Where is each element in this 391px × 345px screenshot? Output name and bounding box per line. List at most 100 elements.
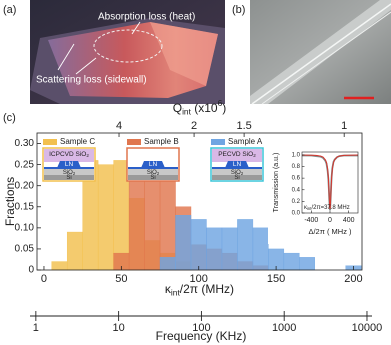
y-tick-label: 0.15 <box>15 201 35 212</box>
bar <box>128 172 145 271</box>
panel-label: (c) <box>3 112 16 124</box>
legend-swatch <box>211 139 225 145</box>
y-tick-label: 0.30 <box>15 138 35 149</box>
frequency-axis: 1 10 100 1000 10000 Frequency (KHz) <box>30 311 382 343</box>
inset-y-tick-label: 1.0 <box>292 152 301 158</box>
inset-background <box>268 140 361 244</box>
resonator-ring <box>93 29 163 63</box>
substrate-layer <box>128 175 178 180</box>
text-part: 2 <box>73 171 76 176</box>
waveguide-edge <box>251 3 391 105</box>
text-part: 2 <box>241 171 244 176</box>
text-part: SiO <box>147 170 157 176</box>
text-part: ) <box>222 101 226 115</box>
box-layer <box>44 169 94 175</box>
inset-x-tick-label: -400 <box>304 217 318 224</box>
cross-section-label: SiO2 <box>147 170 160 176</box>
inset-y-axis-title: Transmission (a.u.) <box>273 153 280 213</box>
x2-tick-label: 2 <box>191 120 197 132</box>
x2-tick-label: 4 <box>116 120 122 132</box>
bar <box>299 257 315 271</box>
x2-tick-label: 1.5 <box>236 120 251 132</box>
photo-panel: Absorption loss (heat) Scattering loss (… <box>30 0 225 104</box>
ln-core <box>57 161 81 168</box>
inset-annotation: κint/2π=37.8 MHz <box>304 205 350 211</box>
cross-section-label: Si <box>150 175 155 181</box>
text-part: 6 <box>218 98 223 108</box>
cross-section-label: LN <box>233 161 242 168</box>
bar <box>159 257 176 271</box>
x-tick-label: 1 <box>33 322 39 334</box>
inset-y-tick-label: 0.6 <box>292 176 301 182</box>
chip-highlight <box>150 22 218 86</box>
text-part: Δ/2π ( MHz ) <box>308 227 352 236</box>
cross-section-label: LN <box>149 161 158 168</box>
text-part: 2 <box>157 171 160 176</box>
text-part: SiO <box>231 170 241 176</box>
bar <box>237 219 254 271</box>
inset-y-tick-label: 0.2 <box>292 199 301 205</box>
box-layer <box>212 169 262 175</box>
text-part: Q <box>173 101 182 115</box>
plot-frame <box>36 132 363 271</box>
bar <box>66 231 83 271</box>
text-part: κ <box>304 205 308 211</box>
y-tick-label: 0.05 <box>15 244 35 255</box>
waveguide <box>250 0 391 104</box>
text-part: PECVD SiO <box>218 151 253 158</box>
bar <box>283 252 300 271</box>
bar <box>221 227 238 271</box>
inset-plot: 0.0 0.2 0.4 0.6 0.8 1.0 -400 0 400 Δ/2π ( MHz ) Tr… <box>268 140 361 244</box>
photo-annotation: Absorption loss (heat) <box>98 12 195 23</box>
panel-label: (a) <box>3 4 16 16</box>
bar <box>190 219 207 271</box>
cross-section-label: Si <box>66 175 71 181</box>
ln-core <box>141 161 165 168</box>
annotation-arrow <box>57 43 75 71</box>
bar <box>51 261 68 271</box>
ln-slab <box>44 167 94 169</box>
text-part: SiO <box>63 170 73 176</box>
cross-section-label: ICPCVD SiO2 <box>49 151 89 158</box>
text-part: 2 <box>86 153 89 158</box>
bar <box>175 214 192 271</box>
bar <box>97 164 114 271</box>
x2-tick-label: 1 <box>341 120 347 132</box>
legend-label: Sample A <box>228 137 263 146</box>
y-tick-label: 0.20 <box>15 180 35 191</box>
x-tick-label: 10 <box>113 322 125 334</box>
x2-axis-title: Qint (x106) <box>173 98 227 116</box>
photo-annotation: Scattering loss (sidewall) <box>36 75 147 86</box>
legend-label: Sample B <box>144 137 179 146</box>
y-axis-title: Fractions <box>3 177 17 226</box>
annotation-arrow <box>75 57 97 75</box>
text-part: κ <box>165 282 172 296</box>
cross-section-label: Si <box>234 175 239 181</box>
substrate-layer <box>44 175 94 180</box>
text-part: /2π (MHz) <box>180 282 234 296</box>
text-part: (x10 <box>191 101 218 115</box>
x-tick-label: 100 <box>192 322 210 334</box>
inset-y-tick-label: 0.0 <box>292 211 301 217</box>
ln-core <box>225 161 249 168</box>
x-tick-label: 100 <box>190 273 208 285</box>
text-part: int <box>182 107 192 117</box>
text-part: 2 <box>253 153 256 158</box>
inset-x-tick-label: 0 <box>328 217 332 224</box>
x-axis-title: Frequency (KHz) <box>156 329 247 343</box>
text-part: int <box>307 206 312 211</box>
cladding-layer <box>212 149 262 162</box>
legend-swatch <box>127 139 141 145</box>
y-tick-label: 0.25 <box>15 159 35 170</box>
cross-section-label: LN <box>65 161 74 168</box>
legend-label: Sample C <box>60 137 95 146</box>
inset-x-tick-label: 400 <box>343 217 355 224</box>
x-tick-label: 1000 <box>272 322 296 334</box>
x-axis-title: κint/2π (MHz) <box>165 282 234 298</box>
text-part: ICPCVD SiO <box>49 151 86 158</box>
bar <box>206 227 223 271</box>
y-tick-label: 0 <box>28 265 34 276</box>
x-tick-label: 150 <box>267 273 285 285</box>
